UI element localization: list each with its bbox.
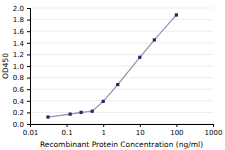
point: [153, 38, 156, 41]
y-axis-tick-label: 1.0: [13, 63, 24, 71]
y-axis-title: OD450: [1, 53, 10, 79]
x-axis-tick-label: 1000: [205, 129, 223, 137]
y-axis-tick-mark: [27, 20, 30, 21]
x-axis-tick: 0.01: [23, 124, 39, 137]
y-axis-tick-label: 1.6: [13, 28, 25, 36]
plot: 0.01 0.1 1 10 100 1000 0.0 0.2 0.4 0.6 0.8 1.0 1.2 1.…: [13, 5, 223, 137]
y-axis-tick-mark: [27, 66, 30, 67]
y-axis-tick-label: 0.2: [13, 109, 24, 117]
grid-line: [30, 66, 213, 67]
grid-line: [30, 42, 213, 43]
y-axis-tick: 1.2: [13, 51, 30, 59]
point: [138, 56, 141, 59]
y-axis-tick-label: 1.2: [13, 51, 24, 59]
grid: [30, 8, 213, 124]
series: [46, 13, 178, 118]
y-axis-tick-mark: [27, 31, 30, 32]
y-axis-tick-label: 2.0: [13, 5, 24, 13]
y-axis-tick: 1.6: [13, 28, 30, 36]
y-axis-tick-label: 0.4: [13, 98, 25, 106]
y-axis-line: [27, 9, 31, 125]
y-axis-tick: 1.4: [13, 40, 30, 48]
x-axis: 0.01 0.1 1 10 100 1000: [23, 124, 223, 137]
y-axis-tick-label: 1.4: [13, 40, 25, 48]
y-axis-tick: 0.2: [13, 109, 30, 117]
x-axis-line: [31, 125, 214, 128]
point: [69, 113, 72, 116]
grid-line: [30, 77, 213, 78]
y-axis-tick-mark: [27, 78, 30, 79]
grid-line: [30, 112, 213, 113]
x-axis-tick-label: 0.01: [23, 129, 39, 137]
y-axis-tick: 1.8: [13, 16, 30, 24]
x-axis-tick-mark: [67, 124, 68, 127]
y-axis-tick-label: 0.6: [13, 86, 25, 94]
y-axis-tick-label: 0.0: [13, 121, 24, 129]
x-axis-tick-mark: [213, 124, 214, 127]
y-axis-tick-label: 1.8: [13, 16, 24, 24]
x-axis-tick: 0.1: [62, 124, 73, 137]
y-axis-tick-mark: [27, 112, 30, 113]
y-axis-tick-mark: [27, 8, 30, 9]
grid-line: [30, 89, 213, 90]
x-axis-tick-mark: [140, 124, 141, 127]
point: [175, 13, 178, 16]
point: [116, 83, 119, 86]
y-axis-tick: 0.0: [13, 121, 30, 129]
y-axis-tick-mark: [27, 124, 30, 125]
x-axis-tick-label: 1: [101, 129, 105, 137]
y-axis-tick: 0.6: [13, 86, 30, 94]
x-axis-tick-label: 0.1: [62, 129, 73, 137]
y-axis-tick: 1.0: [13, 63, 30, 71]
grid-line: [30, 19, 213, 20]
y-axis-tick-mark: [27, 89, 30, 90]
y-axis-tick-mark: [27, 54, 30, 55]
y-axis-tick: 0.4: [13, 98, 30, 106]
x-axis-title: Recombinant Protein Concentration (ng/ml…: [40, 140, 203, 149]
x-axis-tick-mark: [103, 124, 104, 127]
y-axis-tick-mark: [27, 101, 30, 102]
markers: [46, 13, 178, 118]
point: [46, 115, 49, 118]
grid-line: [30, 8, 213, 9]
y-axis-tick-mark: [27, 43, 30, 44]
line: [48, 15, 176, 117]
chart: 0.01 0.1 1 10 100 1000 0.0 0.2 0.4 0.6 0.8 1.0 1.2 1.…: [0, 0, 225, 150]
x-axis-tick: 1: [101, 124, 105, 137]
x-axis-tick-mark: [176, 124, 177, 127]
point: [80, 111, 83, 114]
y-axis-tick: 2.0: [13, 5, 30, 13]
y-axis-tick-label: 0.8: [13, 74, 24, 82]
grid-line: [30, 54, 213, 55]
y-axis: 0.0 0.2 0.4 0.6 0.8 1.0 1.2 1.4 1.6 1.8 2.0: [13, 5, 31, 129]
x-axis-tick: 100: [170, 124, 183, 137]
grid-line: [30, 100, 213, 101]
point: [102, 100, 105, 103]
y-axis-tick: 0.8: [13, 74, 30, 82]
grid-line: [30, 31, 213, 32]
x-axis-tick-label: 100: [170, 129, 183, 137]
x-axis-tick: 10: [136, 124, 145, 137]
x-axis-tick-label: 10: [136, 129, 145, 137]
point: [91, 110, 94, 113]
x-axis-tick: 1000: [205, 124, 223, 137]
